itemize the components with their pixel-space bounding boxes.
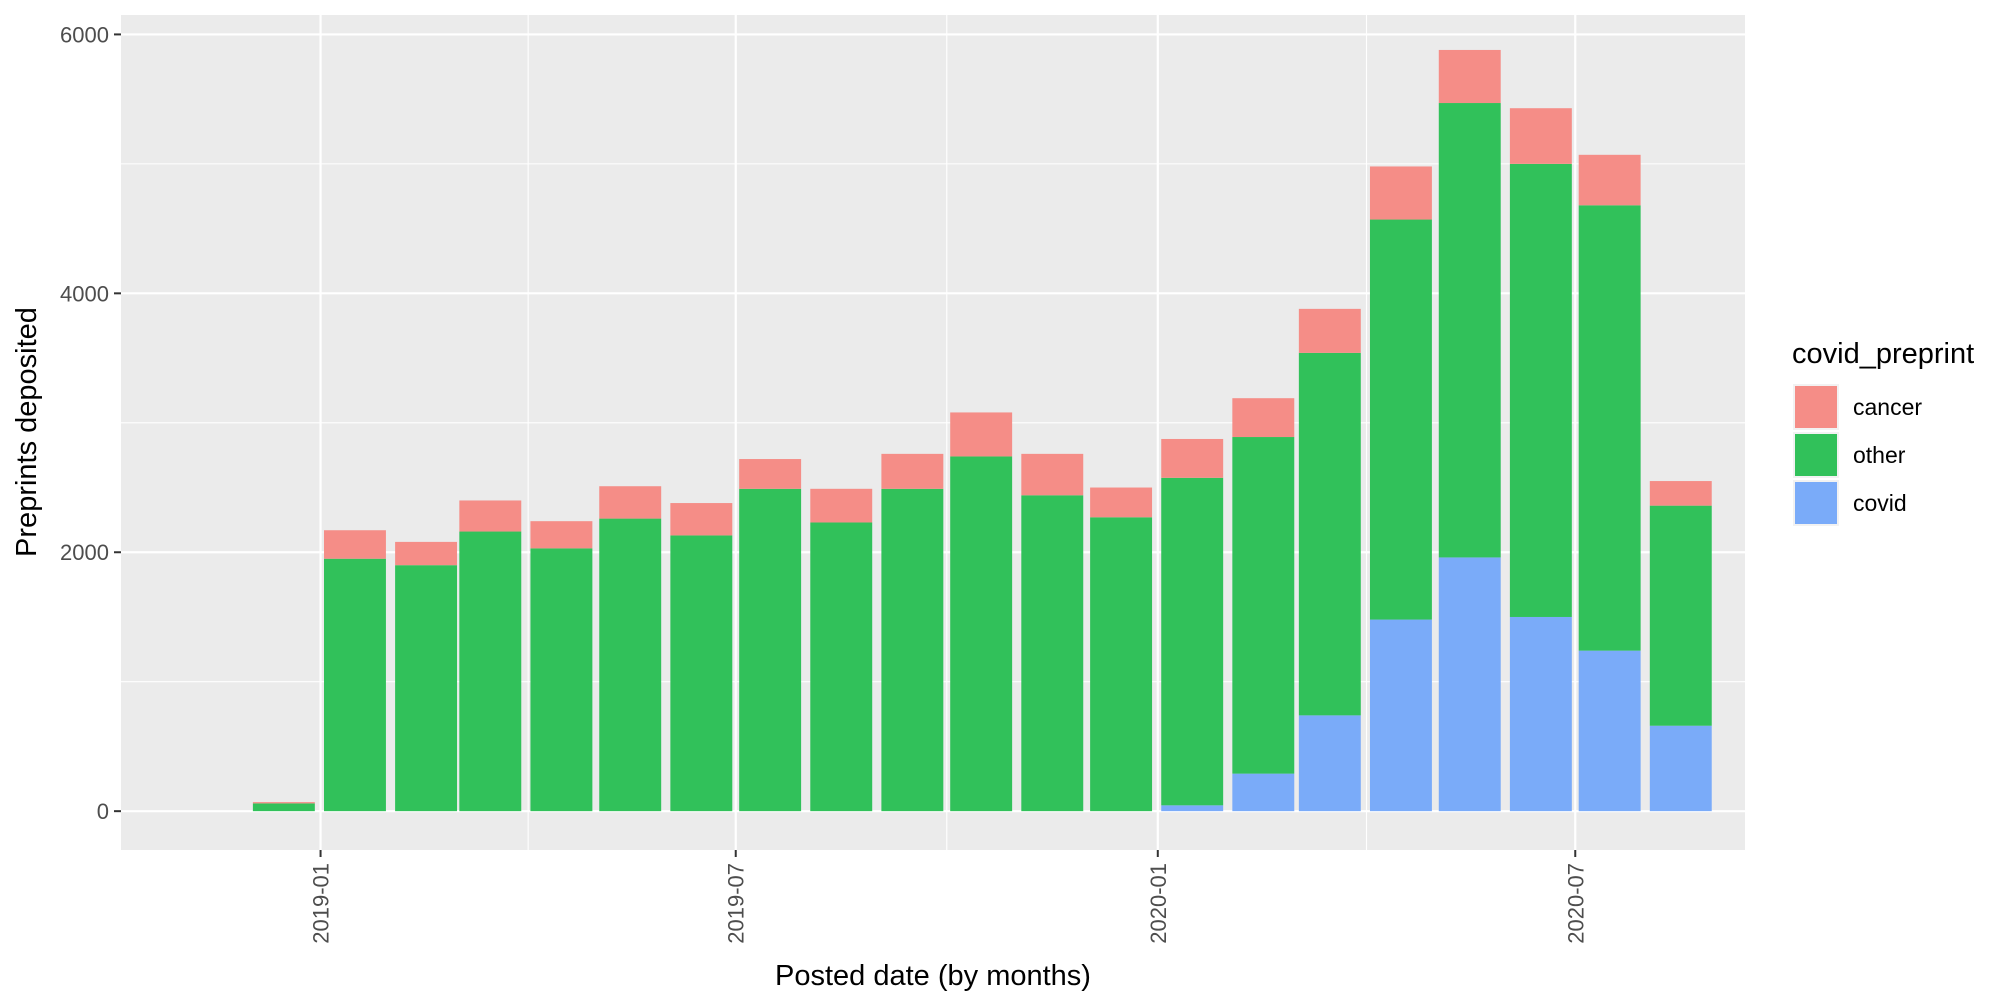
bar-covid [1509, 616, 1572, 812]
x-tick-label: 2020-01 [1146, 863, 1171, 944]
bar-other [1649, 505, 1712, 726]
bar-cancer [1369, 166, 1432, 220]
bar-other [599, 518, 662, 812]
bar-cancer [1232, 398, 1295, 438]
y-tick-label: 6000 [60, 22, 109, 47]
bar-covid [1438, 557, 1501, 812]
bar-cancer [252, 802, 315, 804]
x-tick-label: 2019-01 [309, 863, 334, 944]
bar-other [810, 522, 873, 812]
legend: covid_preprint cancer other covid [1792, 338, 1974, 526]
bar-covid [1369, 619, 1432, 812]
bar-other [530, 548, 593, 812]
bar-cancer [950, 412, 1013, 457]
bar-cancer [599, 486, 662, 519]
bar-cancer [1298, 308, 1361, 353]
bar-cancer [1090, 487, 1153, 518]
bar-other [1298, 352, 1361, 716]
bar-other [1161, 477, 1224, 806]
y-tick-label: 4000 [60, 281, 109, 306]
bar-cancer [1578, 154, 1641, 206]
bar-other [459, 531, 522, 812]
legend-key-other [1795, 434, 1837, 476]
legend-key-covid [1795, 482, 1837, 524]
x-tick-label: 2019-07 [724, 863, 749, 944]
y-axis: 0 2000 4000 6000 [60, 22, 121, 824]
y-tick-label: 0 [97, 799, 109, 824]
bar-other [252, 803, 315, 812]
y-axis-title: Preprints deposited [11, 307, 43, 557]
bar-cancer [1161, 438, 1224, 478]
bar-covid [1232, 773, 1295, 812]
bar-cancer [670, 503, 733, 536]
bar-cancer [1649, 481, 1712, 506]
bar-other [881, 488, 944, 812]
bar-other [1369, 219, 1432, 620]
bar-other [1232, 437, 1295, 774]
bar-other [1090, 517, 1153, 812]
bar-covid [1578, 650, 1641, 812]
x-axis: 2019-01 2019-07 2020-01 2020-07 [309, 850, 1588, 944]
bar-other [1578, 205, 1641, 651]
bar-cancer [1438, 49, 1501, 104]
bar-cancer [881, 453, 944, 489]
legend-label-covid: covid [1853, 490, 1907, 516]
bar-other [739, 488, 802, 812]
bar-other [395, 565, 458, 812]
bar-other [950, 456, 1013, 812]
bar-cancer [459, 500, 522, 532]
bar-covid [1161, 805, 1224, 812]
bar-other [324, 558, 386, 812]
bars [252, 49, 1712, 812]
legend-key-cancer [1795, 386, 1837, 428]
bar-cancer [530, 521, 593, 549]
bar-other [1509, 163, 1572, 617]
legend-title: covid_preprint [1792, 338, 1974, 370]
bar-cancer [324, 530, 386, 559]
bar-other [670, 535, 733, 812]
bar-cancer [1021, 453, 1084, 496]
legend-label-cancer: cancer [1853, 394, 1922, 420]
bar-covid [1298, 715, 1361, 812]
x-tick-label: 2020-07 [1563, 863, 1588, 944]
bar-covid [1649, 725, 1712, 812]
bar-cancer [810, 488, 873, 523]
bar-cancer [395, 541, 458, 566]
bar-cancer [1509, 108, 1572, 164]
y-tick-label: 2000 [60, 540, 109, 565]
bar-other [1021, 495, 1084, 812]
bar-other [1438, 103, 1501, 558]
x-axis-title: Posted date (by months) [775, 960, 1091, 992]
bar-cancer [739, 459, 802, 489]
legend-label-other: other [1853, 442, 1906, 468]
